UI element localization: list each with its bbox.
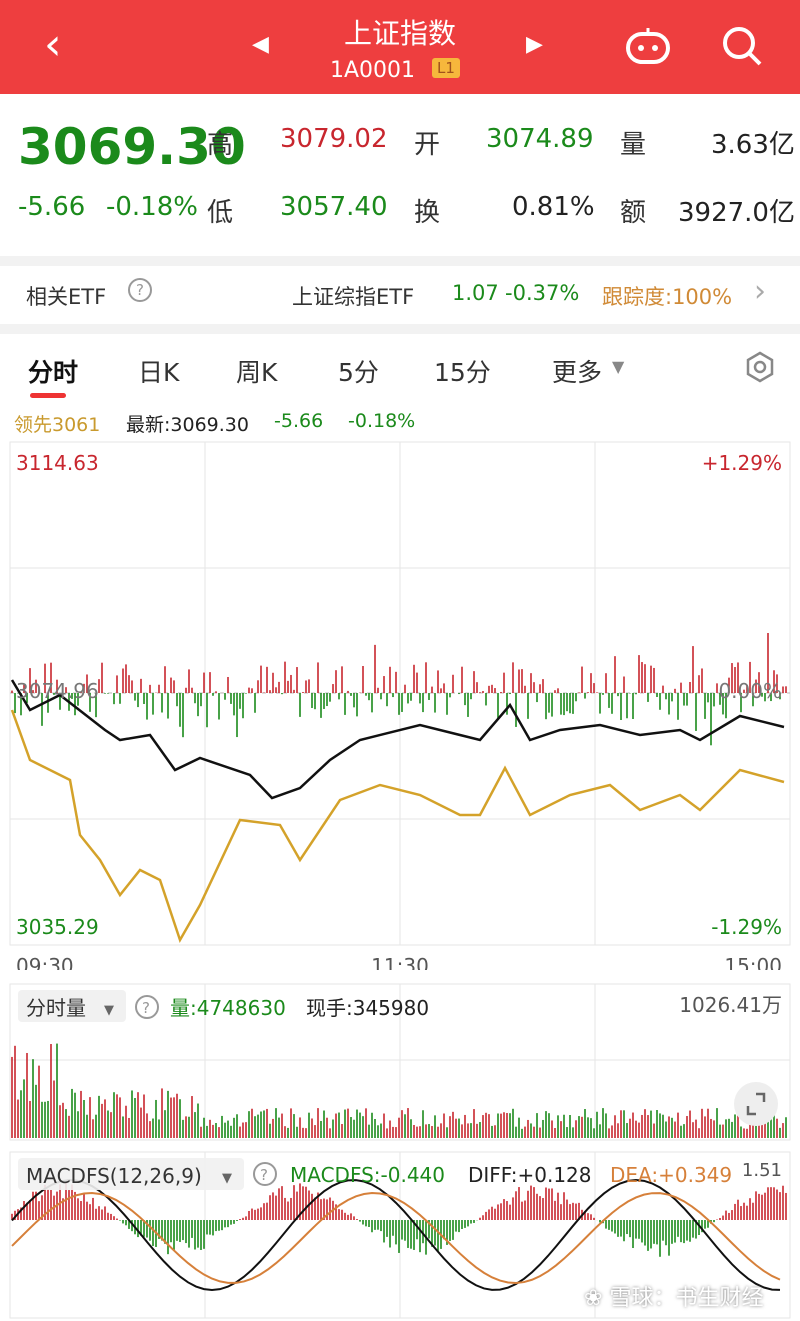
tab-5min[interactable]: 5分 [338, 358, 379, 387]
tab-weekly-k[interactable]: 周K [236, 358, 278, 387]
latest-change: -5.66 [274, 410, 324, 432]
macd-selector[interactable] [18, 1158, 244, 1190]
turnover-value: 0.81% [512, 192, 595, 222]
volume-selector[interactable] [18, 990, 126, 1022]
y-top-label: 3114.63 [16, 451, 99, 475]
y-bottom-label: 3035.29 [16, 915, 99, 939]
diff-line [11, 1178, 781, 1292]
price-line [10, 679, 785, 800]
price-change: -5.66 [18, 192, 86, 222]
intraday-chart[interactable]: 3114.63 3074.96 3035.29 +1.29% 0.00% -1.… [0, 440, 800, 970]
dea-line [11, 1192, 781, 1284]
related-etf-label: 相关ETF [26, 285, 107, 309]
pct-top-label: +1.29% [702, 451, 782, 475]
divider [0, 324, 800, 334]
help-icon[interactable] [253, 1162, 277, 1186]
open-label: 开 [414, 130, 441, 160]
expand-icon [746, 1092, 766, 1116]
help-icon-glyph: ? [142, 999, 150, 1017]
y-mid-label: 3074.96 [16, 679, 99, 703]
etf-tracking: 跟踪度:100% [602, 285, 733, 309]
diff-value: DIFF:+0.128 [468, 1163, 592, 1187]
chevron-right-icon: › [754, 274, 766, 309]
price-change-pct: -0.18% [106, 192, 198, 222]
volume-label: 量 [620, 130, 647, 160]
high-label: 高 [207, 130, 234, 160]
active-tab-indicator [30, 393, 66, 398]
level-badge: L1 [432, 58, 460, 78]
caret-down-icon: ▼ [222, 1171, 232, 1186]
macd-selector-label: MACDFS(12,26,9) [26, 1164, 202, 1188]
open-value: 3074.89 [486, 124, 594, 154]
macdfs-value: MACDFS:-0.440 [290, 1163, 445, 1187]
etf-pct: -0.37% [505, 281, 580, 305]
watermark-text: 雪球：书生财经 [609, 1286, 764, 1311]
volume-value: 3.63亿 [711, 130, 795, 160]
quote-panel: 3069.30 -5.66 -0.18% 高 3079.02 低 3057.40… [0, 94, 800, 256]
related-etf-row[interactable]: 相关ETF ? 上证综指ETF 1.07 -0.37% 跟踪度:100% › [0, 266, 800, 326]
low-label: 低 [207, 198, 234, 228]
top-bar: ‹ ◀ 上证指数 1A0001 L1 ▶ [0, 0, 800, 94]
last-price: 3069.30 [18, 118, 246, 176]
caret-down-icon: ▼ [612, 357, 625, 376]
volume-max-label: 1026.41万 [679, 993, 782, 1017]
tab-intraday[interactable]: 分时 [28, 358, 79, 387]
stock-code: 1A0001 [330, 58, 416, 83]
amount-label: 额 [620, 198, 647, 228]
low-value: 3057.40 [280, 192, 388, 222]
latest-pct: -0.18% [348, 410, 416, 432]
etf-name: 上证综指ETF [292, 285, 415, 309]
turnover-label: 换 [414, 198, 441, 228]
help-icon[interactable] [135, 995, 159, 1019]
robot-icon[interactable] [624, 26, 672, 66]
macd-chart[interactable]: MACDFS(12,26,9) ▼ ? MACDFS:-0.440 DIFF:+… [0, 1150, 800, 1321]
help-icon[interactable]: ? [128, 278, 152, 302]
lead-index: 领先3061 [14, 414, 101, 436]
pct-mid-label: 0.00% [718, 679, 782, 703]
tab-more[interactable]: 更多 [552, 358, 603, 387]
etf-price: 1.07 [452, 281, 499, 305]
back-icon[interactable]: ‹ [44, 19, 62, 70]
volume-current-hand: 现手:345980 [306, 996, 429, 1020]
lead-line [10, 709, 785, 944]
period-tabs: 分时 日K 周K 5分 15分 更多 ▼ [0, 335, 800, 405]
volume-chart[interactable]: 分时量 ▼ ? 量:4748630 现手:345980 1026.41万 [0, 982, 800, 1142]
next-stock-icon[interactable]: ▶ [526, 32, 543, 57]
settings-icon[interactable] [744, 351, 776, 383]
macd-max-label: 1.51 [742, 1160, 782, 1181]
pct-bottom-label: -1.29% [711, 915, 782, 939]
search-icon[interactable] [720, 24, 764, 68]
dea-value: DEA:+0.349 [610, 1163, 732, 1187]
volume-total: 量:4748630 [170, 996, 286, 1020]
caret-down-icon: ▼ [104, 1003, 114, 1018]
previous-stock-icon[interactable]: ◀ [252, 32, 269, 57]
amount-value: 3927.0亿 [678, 198, 795, 228]
tab-15min[interactable]: 15分 [434, 358, 491, 387]
high-value: 3079.02 [280, 124, 388, 154]
watermark: ❀ 雪球：书生财经 [584, 1280, 763, 1312]
tab-daily-k[interactable]: 日K [138, 358, 180, 387]
latest-price: 最新:3069.30 [126, 414, 249, 436]
fullscreen-button[interactable] [734, 1082, 778, 1126]
divider [0, 256, 800, 266]
help-icon-glyph: ? [260, 1166, 268, 1184]
page-title: 上证指数 [343, 17, 456, 50]
time-mid-label: 11:30 [371, 954, 429, 970]
time-start-label: 09:30 [16, 954, 74, 970]
time-end-label: 15:00 [724, 954, 782, 970]
volume-selector-label: 分时量 [26, 996, 86, 1020]
xueqiu-logo-icon: ❀ [584, 1286, 603, 1311]
